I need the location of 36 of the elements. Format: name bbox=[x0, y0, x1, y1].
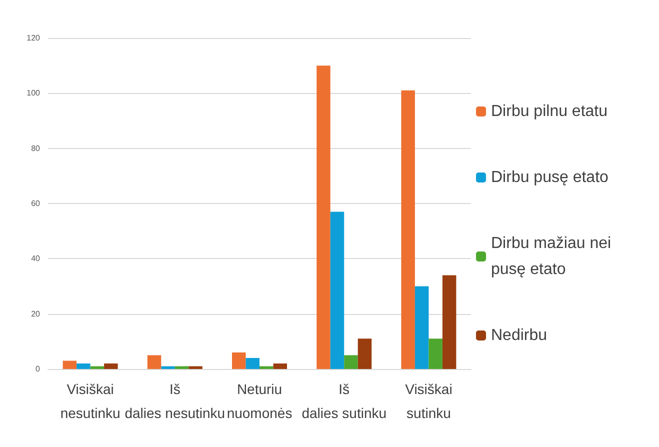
y-tick-label: 80 bbox=[31, 144, 41, 153]
bar bbox=[344, 355, 358, 369]
legend-label: Dirbu pusę etato bbox=[491, 169, 609, 186]
x-tick-label: Iš dalies sutinku bbox=[302, 381, 387, 421]
y-tick-label: 100 bbox=[26, 88, 41, 98]
bar bbox=[161, 366, 175, 369]
bar bbox=[90, 366, 104, 369]
x-tick-label: Neturiu nuomonės bbox=[226, 381, 292, 421]
bar bbox=[174, 366, 189, 369]
legend-label: Dirbu mažiau nei pusę etato bbox=[491, 235, 616, 278]
legend-label: Dirbu pilnu etatu bbox=[491, 103, 608, 120]
bar bbox=[358, 338, 372, 369]
y-tick-label: 120 bbox=[26, 34, 41, 42]
bar bbox=[401, 90, 415, 369]
x-tick-label: Visiškai nesutinku bbox=[60, 381, 120, 421]
x-tick-label: Iš dalies nesutinku bbox=[124, 381, 226, 421]
y-tick-label: 20 bbox=[31, 309, 41, 318]
bar bbox=[147, 355, 162, 369]
bar bbox=[316, 66, 330, 369]
bar bbox=[104, 363, 118, 369]
bar bbox=[428, 338, 442, 369]
y-tick-label: 60 bbox=[31, 199, 41, 208]
bar bbox=[260, 366, 274, 369]
bar bbox=[414, 286, 429, 369]
bar bbox=[246, 358, 260, 369]
bar bbox=[188, 366, 202, 369]
bar bbox=[273, 363, 287, 369]
bar bbox=[330, 212, 344, 369]
bar bbox=[232, 352, 246, 369]
bar bbox=[76, 363, 90, 369]
y-tick-label: 0 bbox=[36, 364, 41, 374]
legend-label: Nedirbu bbox=[491, 327, 548, 344]
bar bbox=[62, 360, 77, 369]
y-tick-label: 40 bbox=[31, 254, 41, 264]
bar bbox=[442, 275, 456, 369]
x-tick-label: Visiškai sutinku bbox=[405, 381, 452, 421]
